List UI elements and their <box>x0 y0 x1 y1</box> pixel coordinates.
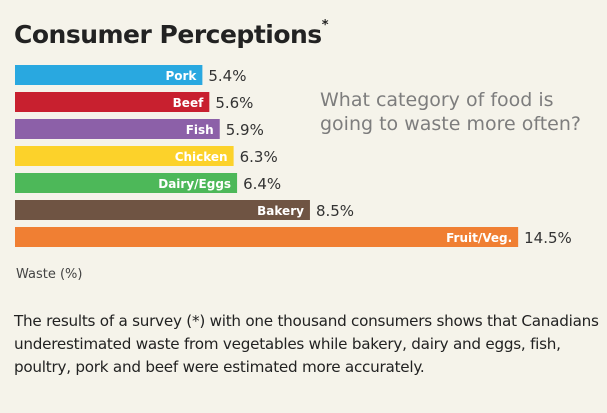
bar-label-bakery: Bakery <box>257 204 304 218</box>
bar-label-fish: Fish <box>186 123 214 137</box>
bar-label-fruit-veg: Fruit/Veg. <box>446 231 512 245</box>
bar-label-chicken: Chicken <box>175 150 228 164</box>
bar-label-beef: Beef <box>173 96 204 110</box>
value-label-bakery: 8.5% <box>316 202 354 220</box>
bar-fish <box>15 119 220 139</box>
description-text: The results of a survey (*) with one tho… <box>14 312 599 376</box>
bar-beef <box>15 92 210 112</box>
value-label-dairy-eggs: 6.4% <box>243 175 281 193</box>
bar-pork <box>15 65 203 85</box>
value-label-fish: 5.9% <box>226 121 264 139</box>
value-label-pork: 5.4% <box>208 67 246 85</box>
bar-chart: Pork 5.4% Beef 5.6%Fish 5.9% Chicken 6.3% Dairy… <box>15 65 572 247</box>
chart-title-text: Consumer Perceptions <box>14 20 322 49</box>
value-label-beef: 5.6% <box>215 94 253 112</box>
value-label-fruit-veg: 14.5% <box>524 229 572 247</box>
bar-dairy-eggs <box>15 173 238 193</box>
x-axis-unit-label: Waste (%) <box>16 267 83 282</box>
bar-bakery <box>15 200 310 220</box>
bar-fruit-veg <box>15 227 519 247</box>
question-text: What category of food is going to waste … <box>320 89 581 135</box>
value-label-chicken: 6.3% <box>240 148 278 166</box>
bar-chicken <box>15 146 234 166</box>
title-asterisk: * <box>321 18 329 33</box>
title-block: Consumer Perceptions* <box>14 18 329 49</box>
chart-title: Consumer Perceptions* <box>14 18 329 49</box>
bar-label-pork: Pork <box>165 69 197 83</box>
bar-label-dairy-eggs: Dairy/Eggs <box>158 177 231 191</box>
